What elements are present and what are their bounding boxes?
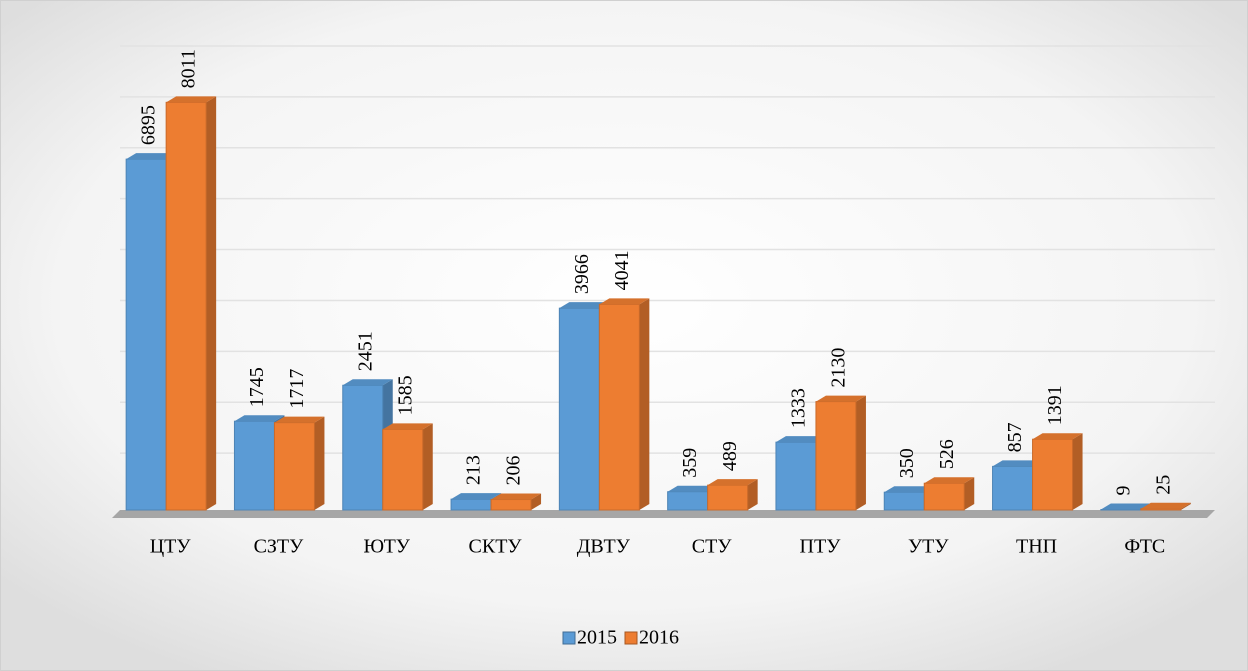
value-label: 2130 [828,348,850,388]
bar [125,158,167,511]
x-tick-label: УТУ [908,536,949,558]
bar [598,303,640,511]
bar-top [992,460,1043,467]
bar [558,307,600,511]
x-tick-label: ЮТУ [364,536,411,558]
value-label: 8011 [178,49,200,88]
bar-side [964,477,975,510]
x-tick-label: СТУ [692,536,733,558]
bar-top [274,416,325,423]
value-label: 1391 [1044,385,1066,425]
bar-top [234,415,285,422]
floor [112,510,1215,518]
bar [273,422,315,511]
bar-top [491,493,542,500]
value-label: 213 [463,455,485,485]
bar-top [166,96,217,103]
bar [883,491,925,511]
bar [342,384,384,511]
value-label: 489 [719,441,741,471]
value-label: 1585 [394,375,416,415]
bar [923,482,965,511]
bar-top [775,436,826,443]
bar-side [206,96,217,511]
value-label: 526 [936,439,958,469]
bar [667,491,709,511]
value-label: 857 [1004,422,1026,452]
bar [707,484,749,511]
bar-top [451,493,502,500]
value-label: 9 [1112,486,1134,496]
bar-side [1180,502,1191,510]
value-label: 2451 [354,331,376,371]
value-label: 25 [1152,475,1174,495]
bar [1032,438,1074,511]
bar-top [382,423,433,430]
bar [1140,508,1182,511]
value-label: 350 [896,448,918,478]
bar-top [1140,502,1191,509]
bar-side [747,479,758,510]
value-label: 1333 [788,388,810,428]
bar-side [531,493,542,510]
bar [490,499,532,511]
x-tick-label: ФТС [1124,536,1165,558]
value-label: 1745 [246,367,268,407]
value-label: 3966 [571,254,593,294]
x-tick-label: ЦТУ [150,536,192,558]
bar-side [855,395,866,510]
bar [775,441,817,511]
value-label: 6895 [138,105,160,145]
bar [815,401,857,511]
bar-side [422,423,433,510]
bar-top [667,485,718,492]
bar [165,101,207,511]
bar [382,428,424,511]
x-tick-label: ПТУ [800,536,842,558]
legend-label: 2015 [577,627,617,649]
value-label: 206 [503,456,525,486]
bar-top [924,477,975,484]
bar [992,465,1034,511]
legend-swatch [562,631,576,645]
bar-side [639,298,650,510]
bar-side [1072,433,1083,510]
legend-label: 2016 [639,627,679,649]
bar-top [599,298,650,305]
bar-top [1100,503,1151,510]
bar [450,498,492,511]
legend-swatch [624,631,638,645]
bar-top [707,479,758,486]
bar-side [314,416,325,510]
value-label: 4041 [611,250,633,290]
bar [233,420,275,511]
bar-top [884,486,935,493]
x-tick-label: ДВТУ [577,536,631,558]
bar-top [815,395,866,402]
x-tick-label: СЗТУ [254,536,305,558]
value-label: 1717 [286,369,308,409]
bar-top [1032,433,1083,440]
x-tick-label: ТНП [1016,536,1057,558]
value-label: 359 [679,448,701,478]
x-tick-label: СКТУ [469,536,523,558]
bar-top [559,302,610,309]
bar-top [342,379,393,386]
bar-top [126,153,177,160]
